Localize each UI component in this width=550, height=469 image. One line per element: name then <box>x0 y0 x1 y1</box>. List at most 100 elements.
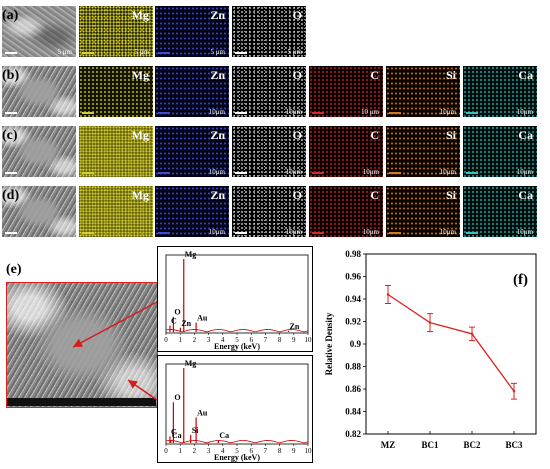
y-axis-label: Relative Density <box>324 312 334 375</box>
x-tick-label: 0 <box>164 336 168 344</box>
element-map-ca: Ca 10μm <box>463 186 537 237</box>
sem-image-e <box>6 282 158 408</box>
y-tick-label: 0.96 <box>345 272 361 282</box>
element-map-c: C 10μm <box>309 186 383 237</box>
data-point <box>428 321 432 324</box>
scale-bar <box>312 232 324 234</box>
x-tick-label: 10 <box>305 447 313 455</box>
x-tick-label: 7 <box>264 336 268 344</box>
element-map-zn: Zn 10μm <box>155 126 229 177</box>
scale-bar-label: 10μm <box>362 228 379 236</box>
scale-bar <box>235 232 247 234</box>
element-label: Mg <box>131 8 149 22</box>
sem-micrograph <box>2 66 76 117</box>
scale-bar <box>466 232 478 234</box>
plot-area <box>365 253 537 435</box>
scale-bar-label: 10μm <box>439 228 456 236</box>
scale-bar-label: 10μm <box>285 168 302 176</box>
element-map-mg: Mg <box>79 126 153 177</box>
row-label: (a) <box>2 8 19 23</box>
element-map-c: C 10 μm <box>309 66 383 117</box>
element-label: Zn <box>210 8 225 22</box>
x-tick-label: BC1 <box>421 440 439 450</box>
x-tick-label: 8 <box>278 336 282 344</box>
element-label: Mg <box>131 188 149 202</box>
element-label: O <box>292 68 302 82</box>
y-tick-label: 0.86 <box>345 384 361 394</box>
peak-label: Si <box>192 426 199 435</box>
data-point <box>512 390 516 393</box>
scale-bar-label: 10μm <box>439 108 456 116</box>
eds-spectrum-1: Mg O C Zn Au Zn 0 1 2 3 4 5 6 7 8 9 10 Energy (keV) <box>157 246 313 352</box>
element-label: C <box>370 188 379 202</box>
peak-label: Zn <box>290 322 300 331</box>
element-label: O <box>292 8 302 22</box>
sem-micrograph <box>2 126 76 177</box>
scale-bar <box>235 112 247 114</box>
element-label: Ca <box>518 128 533 142</box>
scale-bar <box>158 52 170 54</box>
scale-bar <box>5 172 17 174</box>
row-label: (c) <box>2 128 18 143</box>
element-map-ca: Ca 10μm <box>463 66 537 117</box>
x-tick-label: 4 <box>221 447 225 455</box>
data-point <box>386 293 390 296</box>
scale-bar <box>389 232 401 234</box>
x-tick-label: 6 <box>249 447 253 455</box>
scale-bar-label: 10μm <box>439 168 456 176</box>
element-label: O <box>292 188 302 202</box>
element-map-o: O 10μm <box>232 66 306 117</box>
scale-bar-label: 5 μm <box>210 48 225 56</box>
sem-micrograph: 5 μm <box>2 6 76 57</box>
peak-label: Ca <box>172 431 182 440</box>
row-label: (d) <box>2 188 20 203</box>
x-tick-label: 6 <box>249 336 253 344</box>
scale-bar <box>158 112 170 114</box>
peak-label: Ca <box>219 431 229 440</box>
element-map-o: O 10μm <box>232 126 306 177</box>
element-label: Mg <box>131 128 149 142</box>
element-label: C <box>370 68 379 82</box>
scale-bar <box>5 112 17 114</box>
element-label: Mg <box>131 68 149 82</box>
relative-density-chart: 0.82 0.84 0.86 0.88 0.9 0.92 0.94 0.96 0.98 MZ BC1… <box>318 248 546 464</box>
element-label: Zn <box>210 128 225 142</box>
element-map-si: Si 10μm <box>386 126 460 177</box>
scale-bar <box>5 52 17 54</box>
x-tick-label: MZ <box>381 440 396 450</box>
scale-bar-label: 10μm <box>516 108 533 116</box>
element-map-mg: Mg <box>79 186 153 237</box>
element-map-mg: Mg <box>79 66 153 117</box>
panel-e-label: (e) <box>6 262 22 277</box>
peak-label: O <box>174 393 180 402</box>
y-tick-label: 0.94 <box>345 294 361 304</box>
x-tick-label: 4 <box>221 336 225 344</box>
peak-label: Mg <box>185 359 197 368</box>
element-map-si: Si 10μm <box>386 66 460 117</box>
scale-bar <box>235 52 247 54</box>
x-tick-label: 8 <box>278 447 282 455</box>
scale-bar <box>158 232 170 234</box>
element-label: Ca <box>518 188 533 202</box>
y-tick-label: 0.84 <box>345 407 361 417</box>
scale-bar-label: 10μm <box>208 168 225 176</box>
element-map-zn: Zn 5 μm <box>155 6 229 57</box>
y-tick-label: 0.98 <box>345 249 361 259</box>
x-axis-label: Energy (keV) <box>214 453 260 462</box>
x-tick-label: BC3 <box>505 440 523 450</box>
scale-bar <box>389 112 401 114</box>
scale-bar <box>312 172 324 174</box>
element-label: Ca <box>518 68 533 82</box>
scale-bar-label: 5 μm <box>57 48 72 56</box>
peak-label: Mg <box>185 250 197 259</box>
element-label: Si <box>445 128 456 142</box>
eds-spectrum-2: Mg O C Ca Si Au Ca 0 1 2 3 4 5 6 7 8 9 10 Energy (keV) <box>157 355 313 463</box>
scale-bar-label: 10μm <box>516 168 533 176</box>
peak-label: O <box>174 308 180 317</box>
scale-bar-label: 10μm <box>285 108 302 116</box>
data-point <box>470 332 474 336</box>
scale-bar <box>82 112 94 114</box>
series-line <box>387 293 515 392</box>
peak-label: C <box>171 317 177 326</box>
scale-bar-label: 10μm <box>208 228 225 236</box>
